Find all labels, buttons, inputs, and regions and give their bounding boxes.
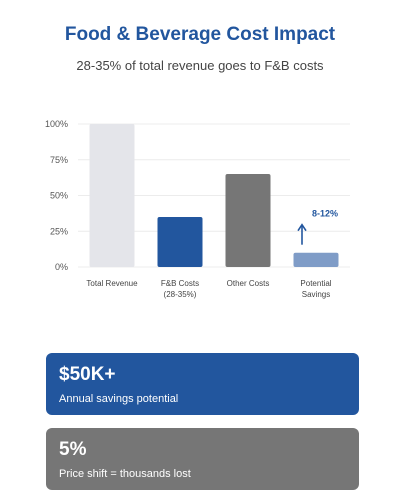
bar-total-revenue <box>89 124 135 267</box>
page-subtitle: 28-35% of total revenue goes to F&B cost… <box>76 58 324 73</box>
price-shift-stat-label: Price shift = thousands lost <box>59 468 191 480</box>
savings-stat-card: $50K+ Annual savings potential <box>46 353 359 415</box>
price-shift-stat-card: 5% Price shift = thousands lost <box>46 428 359 490</box>
bar-potential-savings <box>293 252 339 267</box>
bar-fb-costs <box>157 216 203 267</box>
cost-bar-chart: 0% 25% 50% 75% 100% Total Revenue F&B Costs (28… <box>45 119 350 299</box>
bar-other-costs <box>225 174 271 267</box>
x-tick-label: Total Revenue <box>86 279 138 288</box>
y-tick-label: 25% <box>50 226 68 236</box>
x-tick-label: Potential Savings <box>300 279 331 299</box>
y-tick-label: 50% <box>50 191 68 201</box>
price-shift-stat-value: 5% <box>59 439 87 460</box>
x-tick-label: F&B Costs (28-35%) <box>161 279 199 299</box>
page-title: Food & Beverage Cost Impact <box>64 24 336 45</box>
y-tick-label: 0% <box>55 262 68 272</box>
savings-stat-label: Annual savings potential <box>59 393 179 405</box>
annotation-label: 8-12% <box>312 209 338 219</box>
savings-stat-value: $50K+ <box>59 364 116 385</box>
annotation-arrowhead <box>297 223 307 232</box>
y-tick-label: 100% <box>45 119 68 129</box>
x-tick-label: Other Costs <box>227 279 270 288</box>
y-tick-label: 75% <box>50 155 68 165</box>
